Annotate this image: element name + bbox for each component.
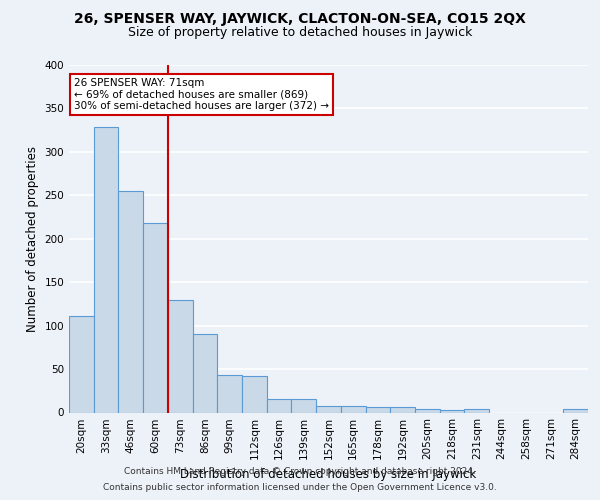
Bar <box>168 300 193 412</box>
X-axis label: Distribution of detached houses by size in Jaywick: Distribution of detached houses by size … <box>181 468 476 481</box>
Text: 26, SPENSER WAY, JAYWICK, CLACTON-ON-SEA, CO15 2QX: 26, SPENSER WAY, JAYWICK, CLACTON-ON-SEA… <box>74 12 526 26</box>
Y-axis label: Number of detached properties: Number of detached properties <box>26 146 39 332</box>
Bar <box>316 406 341 412</box>
Bar <box>341 406 365 412</box>
Text: Contains public sector information licensed under the Open Government Licence v3: Contains public sector information licen… <box>103 484 497 492</box>
Bar <box>292 400 316 412</box>
Text: Size of property relative to detached houses in Jaywick: Size of property relative to detached ho… <box>128 26 472 39</box>
Text: 26 SPENSER WAY: 71sqm
← 69% of detached houses are smaller (869)
30% of semi-det: 26 SPENSER WAY: 71sqm ← 69% of detached … <box>74 78 329 111</box>
Bar <box>242 376 267 412</box>
Text: Contains HM Land Registry data © Crown copyright and database right 2024.: Contains HM Land Registry data © Crown c… <box>124 467 476 476</box>
Bar <box>94 126 118 412</box>
Bar <box>440 410 464 412</box>
Bar <box>415 409 440 412</box>
Bar <box>365 408 390 412</box>
Bar <box>267 400 292 412</box>
Bar <box>69 316 94 412</box>
Bar <box>464 409 489 412</box>
Bar <box>193 334 217 412</box>
Bar <box>143 223 168 412</box>
Bar <box>118 191 143 412</box>
Bar <box>563 409 588 412</box>
Bar <box>217 375 242 412</box>
Bar <box>390 408 415 412</box>
